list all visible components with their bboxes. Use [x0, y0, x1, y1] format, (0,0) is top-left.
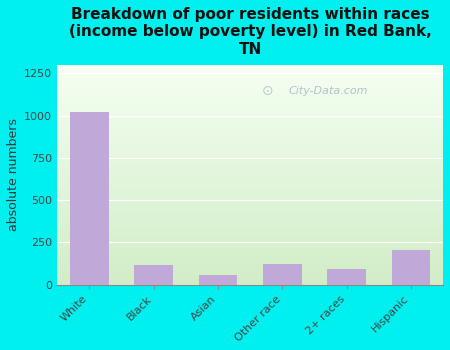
- Y-axis label: absolute numbers: absolute numbers: [7, 118, 20, 231]
- Text: City-Data.com: City-Data.com: [288, 86, 368, 96]
- Bar: [70, 112, 108, 285]
- Bar: [392, 250, 430, 285]
- Title: Breakdown of poor residents within races
(income below poverty level) in Red Ban: Breakdown of poor residents within races…: [69, 7, 432, 57]
- Bar: [134, 265, 173, 285]
- Bar: [263, 264, 302, 285]
- Bar: [327, 270, 366, 285]
- Text: ⊙: ⊙: [261, 84, 273, 98]
- Bar: [198, 274, 237, 285]
